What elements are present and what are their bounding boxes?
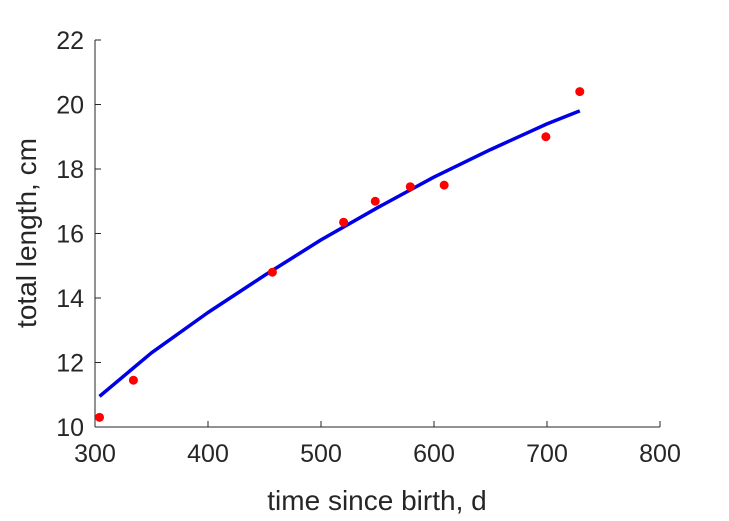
data-point [370,196,380,206]
x-tick-label: 500 [300,440,342,468]
y-tick-label: 22 [56,27,84,55]
y-tick-label: 12 [56,350,84,378]
series-layer [95,87,585,422]
data-point [339,217,349,227]
x-tick-label: 300 [74,440,116,468]
data-point [541,132,551,142]
x-axis-label: time since birth, d [267,485,486,516]
data-point [95,412,105,422]
data-point [405,182,415,192]
x-tick-label: 700 [526,440,568,468]
fit-curve-line [98,109,581,398]
y-tick-label: 14 [56,285,84,313]
y-axis-label: total length, cm [11,138,42,328]
y-ticks: 10 12 14 16 18 20 22 [56,27,101,442]
data-point [575,87,585,97]
data-point [267,267,277,277]
y-tick-label: 18 [56,156,84,184]
x-tick-label: 400 [187,440,229,468]
y-tick-label: 20 [56,92,84,120]
data-point [128,375,138,385]
x-ticks: 300 400 500 600 700 800 [74,421,681,468]
x-tick-label: 600 [413,440,455,468]
y-tick-label: 10 [56,414,84,442]
axes [94,40,660,428]
x-tick-label: 800 [639,440,681,468]
data-point [439,180,449,190]
y-tick-label: 16 [56,221,84,249]
